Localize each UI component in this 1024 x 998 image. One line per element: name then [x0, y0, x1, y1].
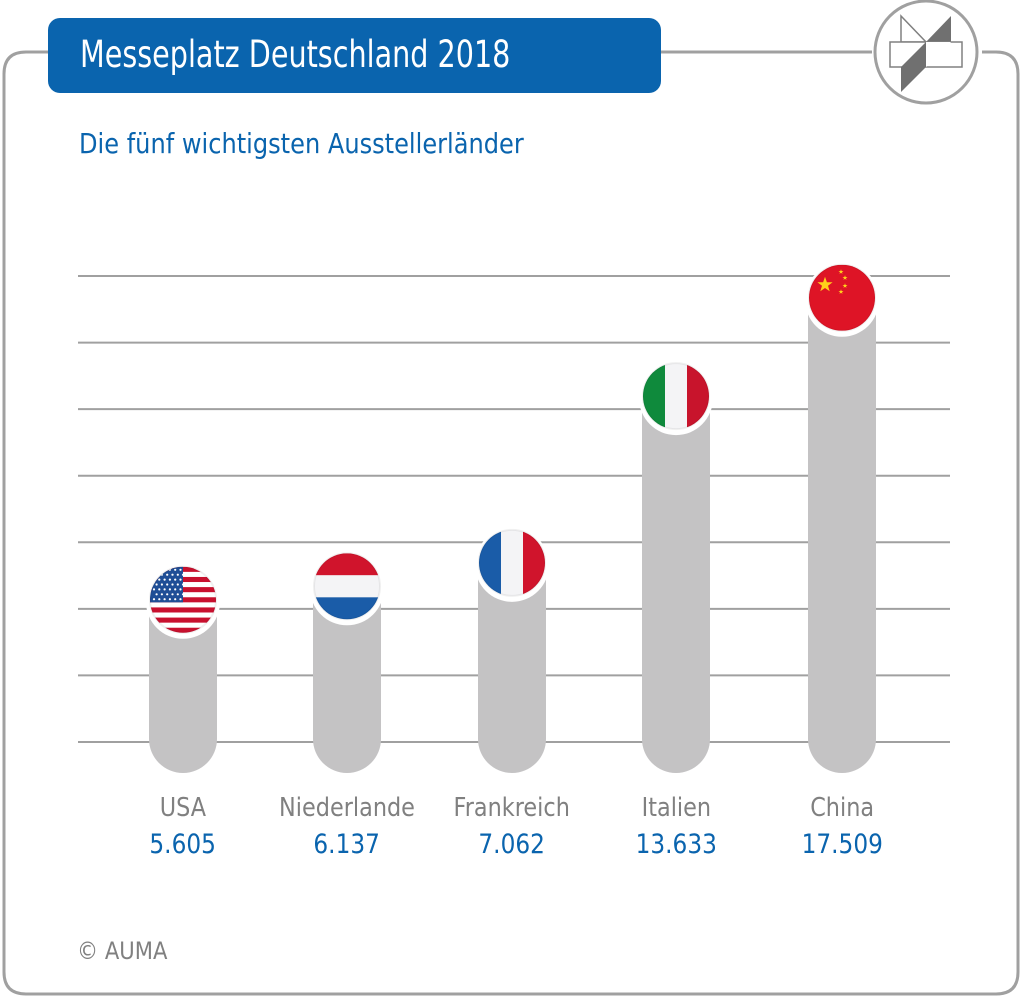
value-label: 6.137: [313, 829, 381, 860]
bar-italien: [639, 361, 713, 773]
bar-mark: [313, 586, 381, 773]
flag-usa-icon: [150, 566, 216, 633]
bar-mark: [642, 396, 710, 773]
bars: [146, 262, 879, 773]
chart-subtitle: Die fünf wichtigsten Ausstellerländer: [79, 127, 524, 160]
bar-mark: [149, 599, 217, 773]
title-banner: [48, 18, 661, 93]
bar-mark: [808, 297, 876, 773]
value-label: 13.633: [635, 829, 717, 860]
category-label: Italien: [641, 793, 711, 823]
bar-niederlande: [310, 551, 384, 773]
bar-frankreich: [475, 527, 549, 773]
category-label: Niederlande: [279, 793, 415, 823]
auma-logo-icon: [873, 0, 979, 105]
flag-china-icon: [809, 264, 875, 331]
value-label: 7.062: [478, 829, 546, 860]
value-label: 5.605: [149, 829, 217, 860]
flag-netherlands-icon: [314, 553, 380, 620]
outer-frame: [2, 50, 1020, 996]
flag-france-icon: [479, 529, 545, 596]
bar-china: [805, 262, 879, 773]
category-label: Frankreich: [453, 793, 571, 823]
copyright-text: © AUMA: [77, 937, 168, 965]
value-label: 17.509: [801, 829, 883, 860]
bar-usa: [146, 564, 220, 773]
bar-mark: [478, 562, 546, 773]
category-label: China: [810, 793, 874, 823]
chart-title: Messeplatz Deutschland 2018: [80, 33, 511, 76]
category-label: USA: [159, 793, 207, 823]
flag-italy-icon: [643, 363, 709, 430]
